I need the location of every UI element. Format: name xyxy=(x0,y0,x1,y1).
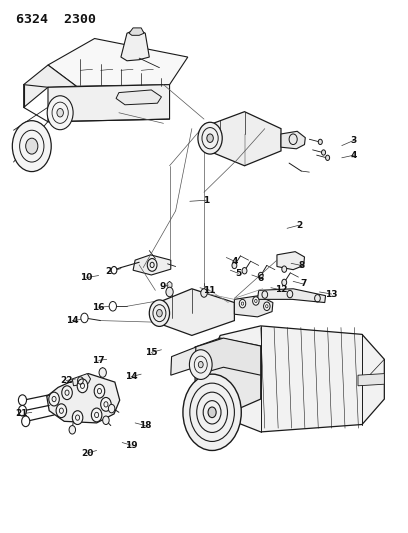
Circle shape xyxy=(149,300,170,326)
Polygon shape xyxy=(167,281,172,289)
Text: 1: 1 xyxy=(203,196,209,205)
Circle shape xyxy=(81,313,88,322)
Circle shape xyxy=(18,395,27,406)
Circle shape xyxy=(101,398,111,411)
Polygon shape xyxy=(24,65,76,108)
Circle shape xyxy=(109,405,115,413)
Polygon shape xyxy=(281,131,305,149)
Circle shape xyxy=(258,272,263,279)
Circle shape xyxy=(282,266,287,272)
Polygon shape xyxy=(133,255,171,275)
Circle shape xyxy=(201,289,207,297)
Polygon shape xyxy=(234,296,273,317)
Circle shape xyxy=(282,279,287,286)
Polygon shape xyxy=(195,338,261,410)
Text: 3: 3 xyxy=(351,136,357,145)
Text: 15: 15 xyxy=(145,348,157,357)
Circle shape xyxy=(208,407,216,418)
Circle shape xyxy=(157,310,162,317)
Circle shape xyxy=(326,155,330,160)
Polygon shape xyxy=(206,112,281,166)
Text: 4: 4 xyxy=(351,151,357,160)
Text: 6: 6 xyxy=(257,273,264,282)
Polygon shape xyxy=(171,347,196,375)
Circle shape xyxy=(183,374,241,450)
Circle shape xyxy=(189,350,212,379)
Circle shape xyxy=(242,268,247,274)
Circle shape xyxy=(26,138,38,154)
Circle shape xyxy=(47,96,73,130)
Circle shape xyxy=(49,392,59,406)
Text: 19: 19 xyxy=(125,441,137,450)
Polygon shape xyxy=(72,374,91,386)
Polygon shape xyxy=(48,38,188,86)
Text: 22: 22 xyxy=(60,376,73,385)
Circle shape xyxy=(198,361,203,368)
Circle shape xyxy=(232,262,237,269)
Circle shape xyxy=(264,302,270,311)
Circle shape xyxy=(103,416,109,424)
Text: 4: 4 xyxy=(231,257,237,265)
Polygon shape xyxy=(257,289,326,303)
Circle shape xyxy=(318,139,322,144)
Circle shape xyxy=(69,425,75,434)
Text: 17: 17 xyxy=(92,356,105,365)
Circle shape xyxy=(77,379,88,393)
Circle shape xyxy=(91,408,102,422)
Circle shape xyxy=(62,386,72,400)
Polygon shape xyxy=(121,29,149,61)
Polygon shape xyxy=(277,252,304,270)
Text: 16: 16 xyxy=(92,303,105,312)
Polygon shape xyxy=(129,28,144,35)
Text: 21: 21 xyxy=(16,409,28,418)
Circle shape xyxy=(147,259,157,271)
Circle shape xyxy=(99,368,106,377)
Text: 2: 2 xyxy=(296,221,302,230)
Circle shape xyxy=(198,122,222,154)
Polygon shape xyxy=(195,338,261,375)
Text: 7: 7 xyxy=(300,279,306,288)
Text: 18: 18 xyxy=(139,421,151,430)
Polygon shape xyxy=(208,326,384,432)
Circle shape xyxy=(166,287,173,297)
Circle shape xyxy=(207,134,213,142)
Polygon shape xyxy=(48,85,170,122)
Text: 6324  2300: 6324 2300 xyxy=(16,13,95,26)
Polygon shape xyxy=(116,90,162,105)
Text: 14: 14 xyxy=(125,372,137,381)
Circle shape xyxy=(56,404,67,418)
Text: 2: 2 xyxy=(106,268,112,276)
Text: 8: 8 xyxy=(298,261,304,270)
Circle shape xyxy=(94,384,105,398)
Polygon shape xyxy=(47,374,120,423)
Circle shape xyxy=(57,109,63,117)
Circle shape xyxy=(12,120,51,172)
Text: 13: 13 xyxy=(326,289,338,298)
Text: 12: 12 xyxy=(275,285,287,294)
Polygon shape xyxy=(358,374,384,386)
Circle shape xyxy=(253,297,259,305)
Polygon shape xyxy=(155,289,234,335)
Text: 11: 11 xyxy=(203,286,215,295)
Text: 20: 20 xyxy=(81,449,93,458)
Circle shape xyxy=(322,150,326,155)
Circle shape xyxy=(109,302,116,311)
Circle shape xyxy=(72,411,83,424)
Text: 9: 9 xyxy=(160,282,166,291)
Text: 5: 5 xyxy=(235,269,242,278)
Text: 14: 14 xyxy=(66,316,79,325)
Circle shape xyxy=(18,406,27,416)
Circle shape xyxy=(239,300,246,308)
Text: 10: 10 xyxy=(80,273,93,282)
Circle shape xyxy=(22,416,30,426)
Circle shape xyxy=(111,266,117,274)
